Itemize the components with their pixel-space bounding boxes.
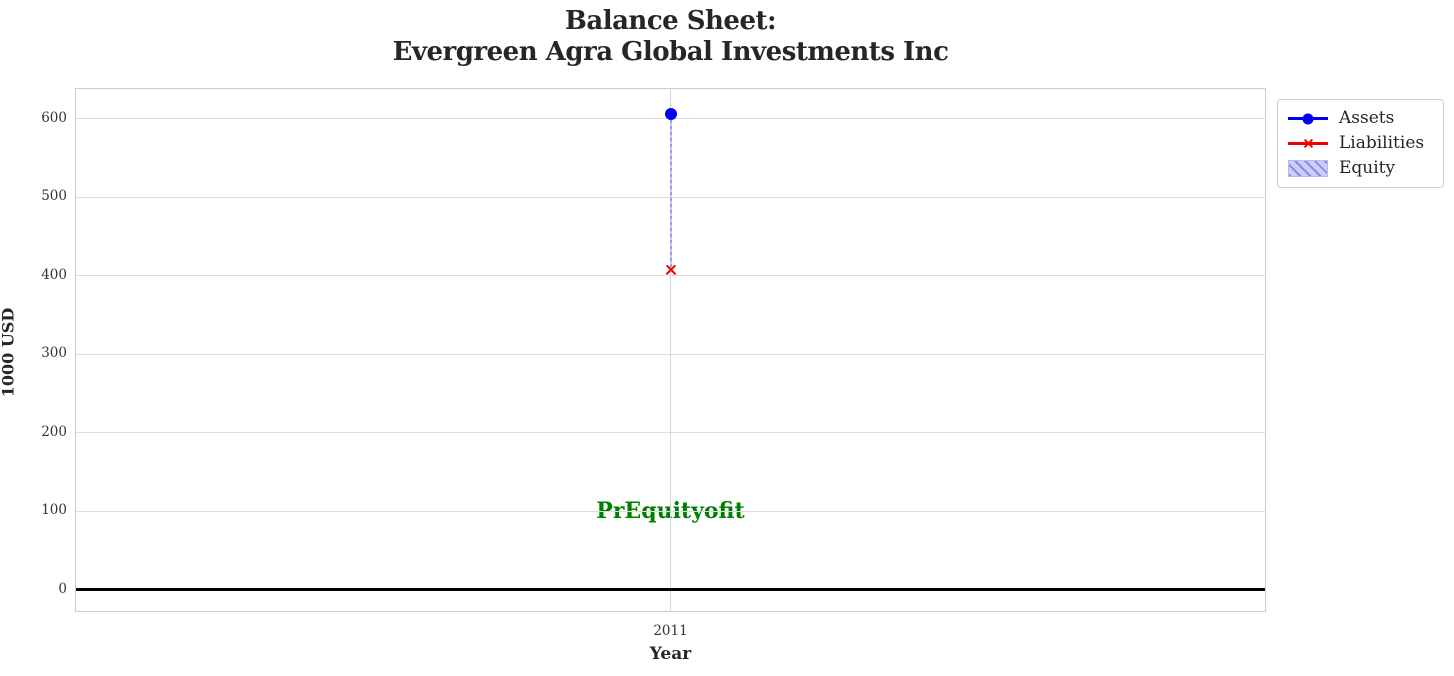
legend-item-equity: Equity xyxy=(1288,160,1433,177)
y-tick-label: 0 xyxy=(58,580,67,597)
plot-area: PrEquityofit xyxy=(75,88,1266,612)
legend-label-assets: Assets xyxy=(1339,108,1395,128)
liabilities-point-marker xyxy=(665,264,677,276)
y-tick-label: 500 xyxy=(41,188,67,205)
y-tick-label: 300 xyxy=(41,345,67,362)
legend-item-assets: Assets xyxy=(1288,110,1433,127)
chart-title-line1: Balance Sheet: xyxy=(564,6,777,36)
assets-point-marker xyxy=(664,108,677,121)
chart-title-line2: Evergreen Agra Global Investments Inc xyxy=(392,37,949,67)
chart-title: Balance Sheet: Evergreen Agra Global Inv… xyxy=(75,6,1266,68)
x-axis-label: Year xyxy=(649,644,692,664)
y-tick-label: 100 xyxy=(41,502,67,519)
liabilities-line-swatch-icon xyxy=(1288,141,1328,146)
equity-bar xyxy=(669,114,672,270)
circle-marker-icon xyxy=(1302,113,1314,124)
legend: Assets Liabilities Equity xyxy=(1277,99,1444,188)
legend-label-liabilities: Liabilities xyxy=(1339,133,1425,153)
y-tick-label: 400 xyxy=(41,266,67,283)
x-gridline xyxy=(670,89,671,611)
zero-line xyxy=(76,588,1265,592)
x-tick-label: 2011 xyxy=(653,623,688,639)
legend-item-liabilities: Liabilities xyxy=(1288,135,1433,152)
x-marker-icon xyxy=(1303,138,1314,149)
equity-hatch-swatch-icon xyxy=(1288,160,1328,177)
y-tick-label: 200 xyxy=(41,423,67,440)
legend-label-equity: Equity xyxy=(1339,158,1396,178)
assets-line-swatch-icon xyxy=(1288,113,1328,124)
y-tick-label: 600 xyxy=(41,109,67,126)
